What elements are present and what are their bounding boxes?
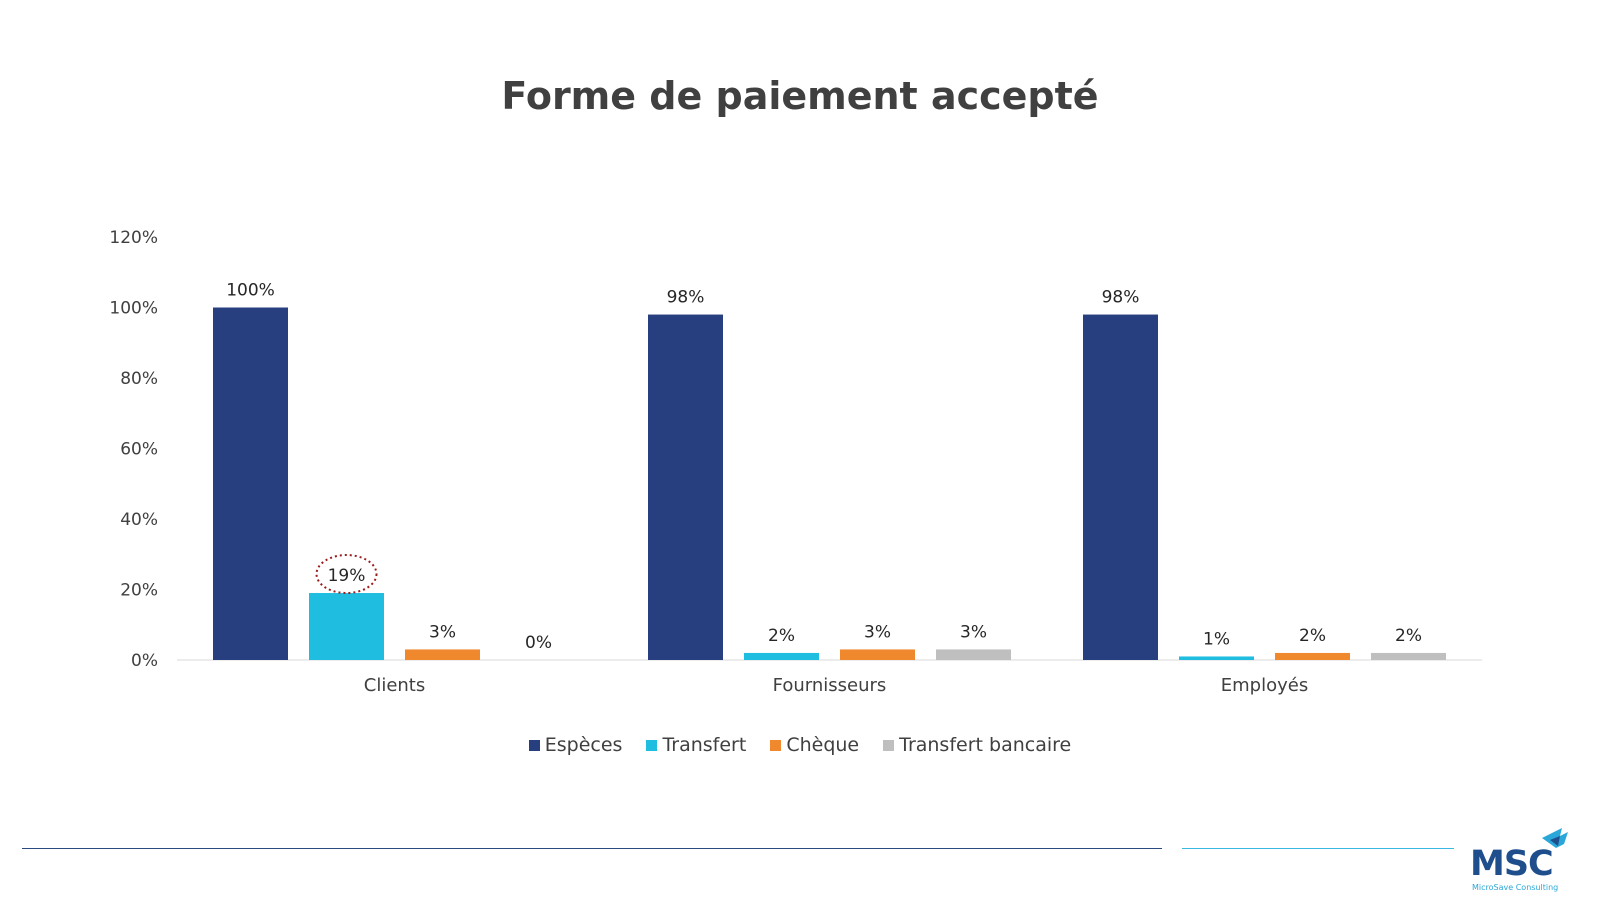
data-label: 0% xyxy=(525,633,552,653)
msc-logo: MSC MicroSave Consulting xyxy=(1470,826,1590,896)
footer-divider-right xyxy=(1182,848,1454,849)
logo-subtext: MicroSave Consulting xyxy=(1472,883,1559,892)
logo-text: MSC xyxy=(1470,844,1554,884)
bar xyxy=(1083,314,1158,660)
y-tick-label: 20% xyxy=(120,581,158,601)
data-label: 100% xyxy=(226,281,275,301)
chart-legend: Espèces Transfert Chèque Transfert banca… xyxy=(0,734,1600,756)
data-label: 1% xyxy=(1203,629,1230,649)
y-tick-label: 100% xyxy=(109,299,158,319)
bar xyxy=(405,649,480,660)
data-label: 2% xyxy=(1299,626,1326,646)
data-label: 98% xyxy=(667,288,705,308)
footer-divider-left xyxy=(22,848,1162,849)
legend-label-transfert-bancaire: Transfert bancaire xyxy=(899,734,1072,756)
data-label: 2% xyxy=(1395,626,1422,646)
legend-swatch-transfert xyxy=(646,739,658,751)
bar xyxy=(1179,656,1254,660)
bar xyxy=(840,649,915,660)
x-category-label: Employés xyxy=(1221,675,1308,696)
legend-swatch-especes xyxy=(528,739,540,751)
bird-logo-icon xyxy=(1542,828,1568,848)
y-tick-label: 0% xyxy=(131,651,158,671)
bar xyxy=(213,307,288,660)
data-label: 3% xyxy=(960,622,987,642)
legend-item-transfert: Transfert xyxy=(646,734,746,756)
legend-item-especes: Espèces xyxy=(528,734,623,756)
highlight-circle xyxy=(315,554,378,595)
x-category-label: Clients xyxy=(364,675,426,696)
data-label: 19% xyxy=(328,566,366,586)
legend-label-cheque: Chèque xyxy=(786,734,860,756)
y-tick-label: 40% xyxy=(120,510,158,530)
legend-label-transfert: Transfert xyxy=(662,734,747,756)
data-label: 2% xyxy=(768,626,795,646)
chart-title: Forme de paiement accepté xyxy=(501,74,1099,118)
y-tick-label: 60% xyxy=(120,440,158,460)
bar xyxy=(936,649,1011,660)
bar xyxy=(309,593,384,660)
legend-swatch-transfert-bancaire xyxy=(883,739,895,751)
legend-label-especes: Espèces xyxy=(544,734,623,756)
legend-swatch-cheque xyxy=(770,739,782,751)
x-category-label: Fournisseurs xyxy=(773,675,887,696)
y-tick-label: 120% xyxy=(109,228,158,248)
legend-item-transfert-bancaire: Transfert bancaire xyxy=(883,734,1071,756)
y-tick-label: 80% xyxy=(120,369,158,389)
bar xyxy=(1371,652,1446,660)
data-label: 3% xyxy=(429,622,456,642)
data-label: 98% xyxy=(1102,288,1140,308)
bar xyxy=(744,652,819,660)
bar xyxy=(1275,652,1350,660)
legend-item-cheque: Chèque xyxy=(770,734,859,756)
bar xyxy=(648,314,723,660)
data-label: 3% xyxy=(864,622,891,642)
